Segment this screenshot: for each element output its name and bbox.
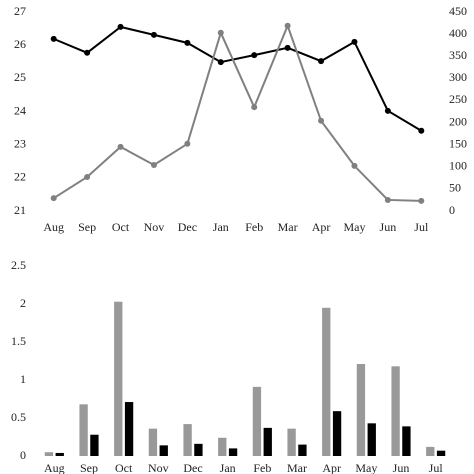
y-tick-label: 1 <box>20 372 26 386</box>
marker <box>50 195 57 202</box>
y-tick-label: 25 <box>14 70 26 84</box>
bar <box>159 445 168 456</box>
bar <box>402 426 411 456</box>
marker <box>351 162 358 169</box>
y-tick-label: 0.5 <box>11 410 26 424</box>
marker <box>217 29 224 36</box>
bar <box>263 427 272 456</box>
bar <box>287 428 296 456</box>
x-tick-label: Jul <box>414 220 429 234</box>
y2-tick-label: 400 <box>449 26 467 40</box>
y2-tick-label: 250 <box>449 92 467 106</box>
x-tick-label: Jan <box>213 220 229 234</box>
marker <box>50 35 57 42</box>
marker <box>318 117 325 124</box>
x-tick-label: Nov <box>148 461 169 474</box>
y-tick-label: 21 <box>14 203 26 217</box>
bar <box>322 307 331 456</box>
bar <box>44 452 54 456</box>
bar <box>426 446 435 456</box>
y2-tick-label: 0 <box>449 203 455 217</box>
bar <box>114 301 123 456</box>
marker <box>117 23 124 30</box>
line <box>53 25 422 132</box>
y2-tick-label: 350 <box>449 48 467 62</box>
bar <box>436 450 446 456</box>
x-tick-label: Jun <box>380 220 397 234</box>
x-tick-label: Oct <box>112 220 130 234</box>
bar <box>252 386 262 456</box>
bar <box>55 452 64 456</box>
y-tick-label: 2 <box>20 296 26 310</box>
y-tick-label: 23 <box>14 136 26 150</box>
x-tick-label: Mar <box>287 461 307 474</box>
marker <box>384 196 391 203</box>
bar <box>148 428 158 456</box>
marker <box>150 31 157 38</box>
x-tick-label: Sep <box>80 461 98 474</box>
y-tick-label: 0 <box>20 448 26 462</box>
line <box>53 22 422 202</box>
y-tick-label: 24 <box>14 103 26 117</box>
x-tick-label: Feb <box>253 461 271 474</box>
x-tick-label: Jun <box>393 461 410 474</box>
marker <box>150 162 157 169</box>
y-tick-label: 22 <box>14 170 26 184</box>
y-tick-label: 2.5 <box>11 258 26 272</box>
marker <box>184 39 191 46</box>
marker <box>84 49 91 56</box>
x-tick-label: Nov <box>144 220 165 234</box>
marker <box>284 44 291 51</box>
x-tick-label: Aug <box>43 220 64 234</box>
bar <box>298 444 307 456</box>
bar <box>124 402 134 456</box>
marker <box>217 59 224 66</box>
x-tick-label: Mar <box>278 220 298 234</box>
y-tick-label: 26 <box>14 37 26 51</box>
marker <box>384 107 391 114</box>
x-tick-label: Oct <box>115 461 133 474</box>
x-tick-label: May <box>343 220 365 234</box>
x-tick-label: Sep <box>78 220 96 234</box>
y2-tick-label: 50 <box>449 181 461 195</box>
marker <box>251 52 258 59</box>
bar <box>391 366 400 456</box>
y-tick-label: 27 <box>14 4 26 18</box>
x-tick-label: Dec <box>178 220 197 234</box>
y-tick-label: 1.5 <box>11 334 26 348</box>
marker <box>318 58 325 65</box>
y2-tick-label: 200 <box>449 114 467 128</box>
marker <box>184 140 191 147</box>
y2-tick-label: 150 <box>449 136 467 150</box>
marker <box>418 197 425 204</box>
bar <box>332 411 342 456</box>
bar <box>218 437 227 456</box>
marker <box>418 127 425 134</box>
x-tick-label: Dec <box>183 461 202 474</box>
bar <box>194 443 203 456</box>
x-tick-label: Apr <box>312 220 331 234</box>
bar <box>367 423 376 456</box>
bar <box>228 448 238 456</box>
bar <box>183 424 192 456</box>
x-tick-label: Apr <box>322 461 341 474</box>
marker <box>284 22 291 29</box>
marker <box>351 38 358 45</box>
bar <box>356 364 366 456</box>
y2-tick-label: 450 <box>449 4 467 18</box>
marker <box>117 143 124 150</box>
x-tick-label: Feb <box>245 220 263 234</box>
x-tick-label: Jan <box>220 461 236 474</box>
marker <box>84 173 91 180</box>
bar <box>90 434 99 456</box>
bar <box>79 404 88 456</box>
y2-tick-label: 300 <box>449 70 467 84</box>
x-tick-label: Aug <box>44 461 65 474</box>
x-tick-label: Jul <box>429 461 444 474</box>
y2-tick-label: 100 <box>449 159 467 173</box>
x-tick-label: May <box>355 461 377 474</box>
marker <box>251 104 258 111</box>
